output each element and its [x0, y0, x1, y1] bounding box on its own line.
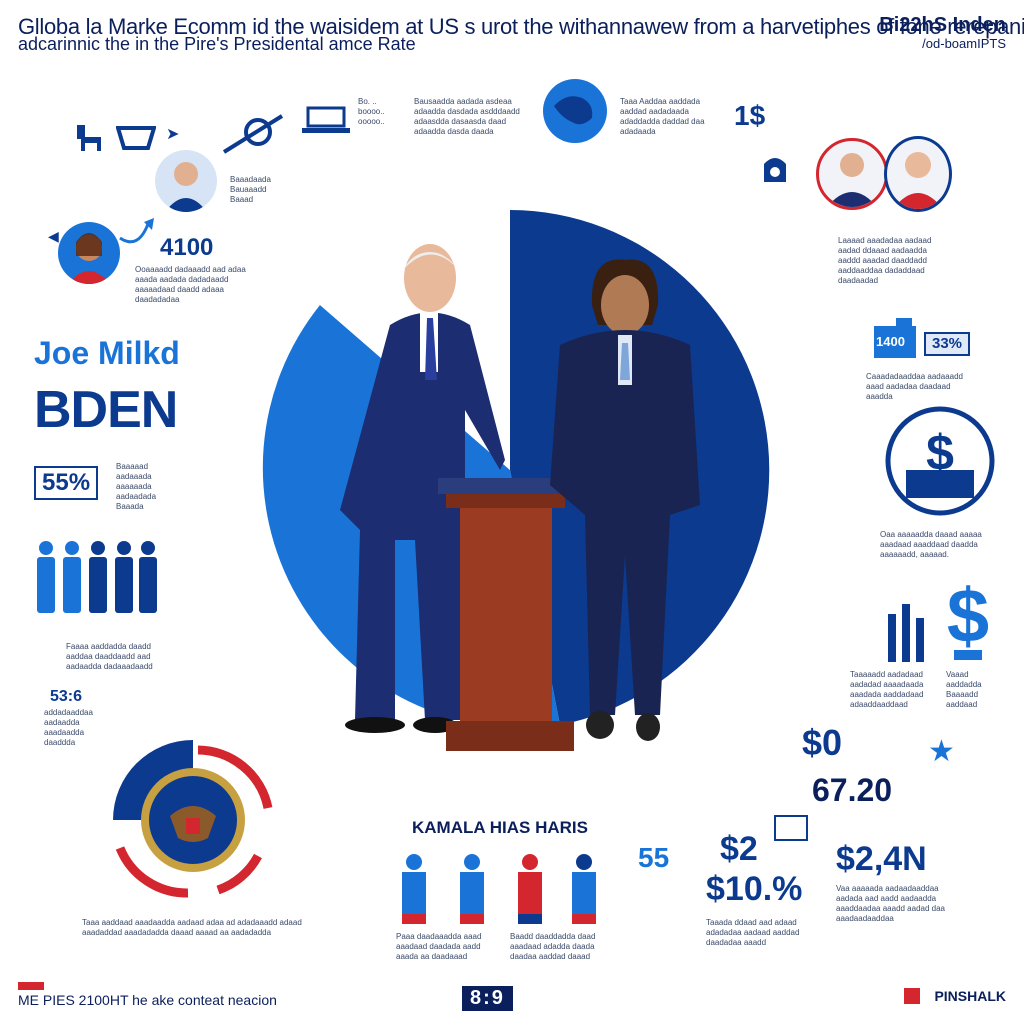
- arrow-right-icon: ➤: [166, 126, 180, 143]
- chair-icon: [77, 125, 101, 151]
- infographic-title-line2: adcarinnic the in the Pire's Presidental…: [18, 34, 416, 54]
- small-box-icon: [774, 815, 808, 841]
- blurb-text: Laaaad aaadadaa aadaad aadad ddaaad aada…: [838, 236, 932, 285]
- people-group-icon: [37, 541, 157, 613]
- footer-right-text: PINSHALK: [934, 988, 1006, 1004]
- blurb-text: Taaada ddaad aad adaad adadadaa aadaad a…: [706, 918, 800, 947]
- stat-left-b: 53:6: [50, 688, 83, 705]
- candidate-last-name: BDEN: [34, 381, 178, 439]
- blurb-text: Caaadadaaddaa aadaaadd aaad aadadaa daad…: [866, 372, 963, 401]
- boat-icon: [116, 126, 156, 150]
- bar-chart-icon: [888, 604, 924, 662]
- camera-icon: [764, 158, 786, 182]
- portrait-man-left: [155, 150, 217, 212]
- curved-arrow-icon: [119, 218, 154, 244]
- stat-value-2: $2: [720, 830, 758, 868]
- blurb-text: Faaaa aaddadda daadd aaddaa daaddaadd aa…: [66, 642, 153, 671]
- portrait-woman-left: [58, 222, 120, 284]
- voter-icons-bars: [402, 854, 596, 924]
- candidate-right-figure: [550, 259, 700, 741]
- stat-box2: 33%: [924, 332, 971, 356]
- blurb-text: Vaa aaaaada aadaadaaddaa aadada aad aadd…: [836, 884, 945, 923]
- stat-value-10pct: $10.%: [706, 870, 803, 908]
- center-caption: KAMALA HIAS HARIS: [412, 818, 588, 837]
- blurb-text: Oaa aaaaadda daaad aaaaa aaadaad aaaddaa…: [880, 530, 982, 559]
- blurb-text: Bausaadda aadada asdeaa adaadda dasdada …: [414, 97, 520, 136]
- blurb-text: Baaaaad aadaaada aaaaaada aadaadada Baaa…: [116, 462, 157, 511]
- laptop-icon: [302, 106, 350, 133]
- brand-subtitle: /od-boamIPTS: [922, 36, 1006, 51]
- arrow-left-icon: ◀: [48, 228, 59, 244]
- footer-center-badge: 8:9: [462, 986, 513, 1011]
- blurb-text: Taaa Aaddaa aaddada aaddad aadadaada ada…: [620, 97, 705, 136]
- blurb-text: Taaa aaddaad aaadaadda aadaad adaa ad ad…: [82, 918, 302, 937]
- stat-left-a: 4100: [160, 234, 214, 261]
- podium: [438, 478, 574, 751]
- infographic-title-line1: Glloba la Marke Ecomm id the waisidem at…: [18, 14, 1024, 39]
- percent-badge: 55%: [34, 466, 99, 500]
- footer-left-text: ME PIES 2100HT he ake conteat neacion: [18, 992, 277, 1008]
- stat-value-0: $0: [802, 722, 843, 763]
- dollar-sign-icon: $: [947, 574, 989, 660]
- globe-icon: [543, 79, 607, 143]
- footer-logo-mark: [18, 982, 44, 990]
- blurb-text: Taaaaadd aadadaad aadadad aaaadaada aaad…: [850, 670, 924, 709]
- blurb-text: Baaadaada Bauaaadd Baaad: [230, 175, 271, 204]
- svg-text:$: $: [926, 425, 954, 481]
- stat-top-right: 1$: [734, 100, 766, 131]
- dollar-circle-icon: $: [885, 406, 995, 516]
- target-arrow-icon: [222, 114, 284, 154]
- blurb-text: Vaaad aaddadda Baaaadd aaddaad: [946, 670, 982, 709]
- blurb-text: Ooaaaadd dadaaadd aad adaa aaada aadada …: [135, 265, 246, 304]
- star-icon: ★: [928, 735, 955, 768]
- svg-text:$: $: [947, 574, 989, 659]
- stat-box1: 1400: [876, 334, 905, 349]
- portrait-man-right-a: [816, 138, 888, 210]
- blurb-text: addadaaddaa aadaadda aaadaadda daaddda: [44, 708, 93, 747]
- stat-value-55: 55: [638, 842, 670, 873]
- blurb-text: Paaa daadaaadda aaad aaadaad daadada aad…: [396, 932, 482, 961]
- blurb-text: Bo. .. boooo.. ooooo..: [358, 97, 385, 126]
- stat-value-24n: $2,4N: [836, 840, 927, 878]
- card-icon: [874, 318, 916, 358]
- presidential-seal-icon: [113, 740, 273, 900]
- candidate-first-name: Joe Milkd: [34, 335, 180, 371]
- blurb-text: Baadd daaddadda daad aaadaad adadda daad…: [510, 932, 596, 961]
- stat-value-6720: 67.20: [812, 772, 893, 808]
- footer-brand-icon: [904, 988, 920, 1004]
- portrait-man-right-b: [884, 136, 952, 212]
- brand-title: Bi22hS Inden: [879, 14, 1006, 36]
